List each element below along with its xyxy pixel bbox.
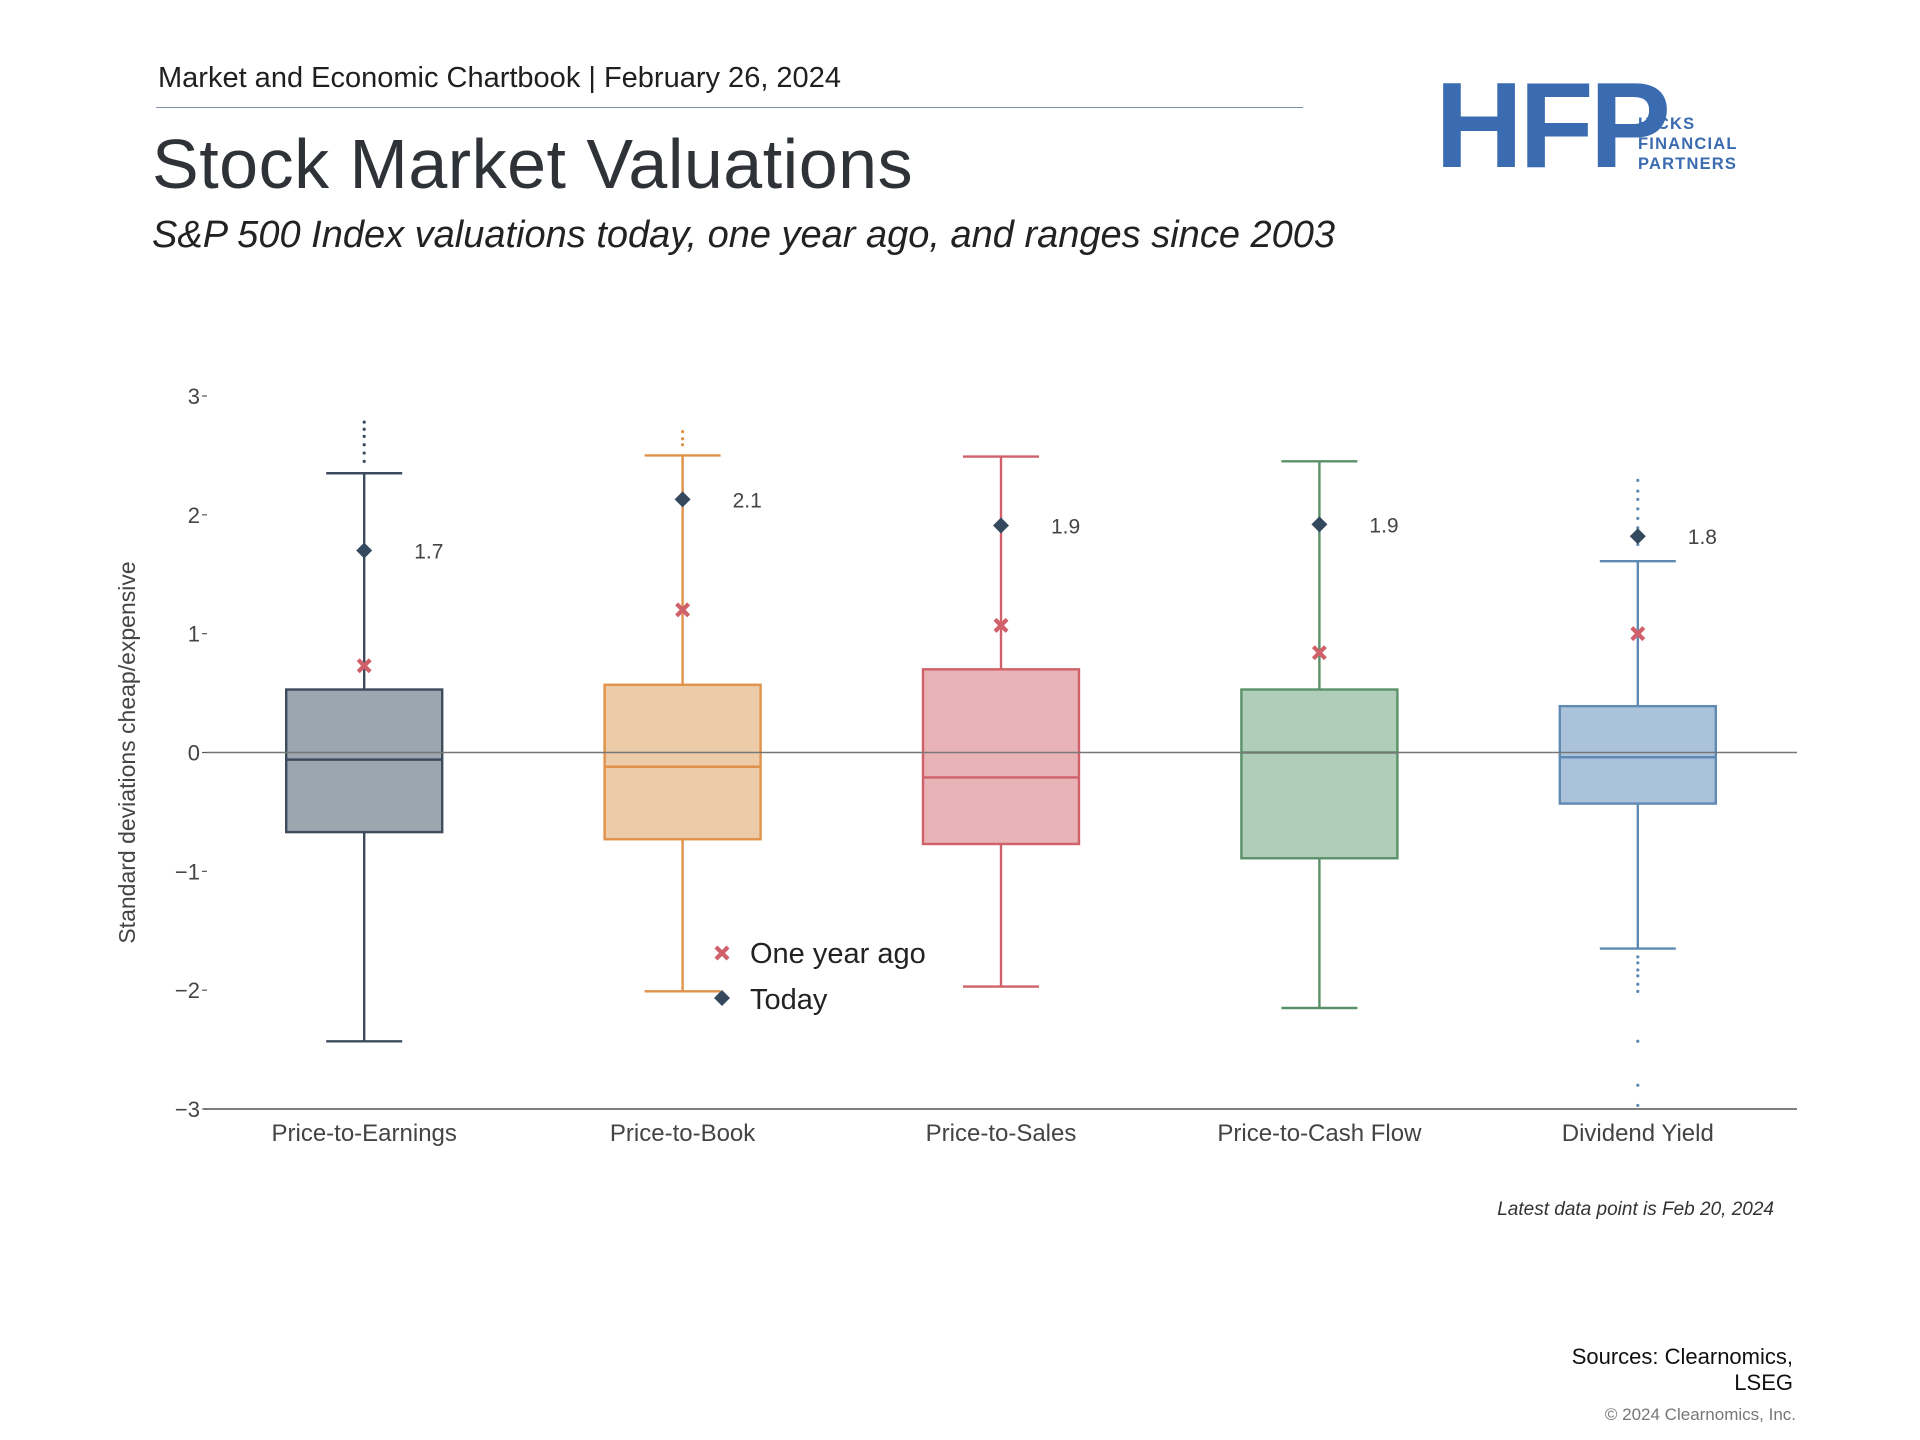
y-axis-title: Standard deviations cheap/expensive [114,561,140,943]
today-marker [993,517,1009,534]
copyright-note: © 2024 Clearnomics, Inc. [1604,1405,1796,1424]
logo-mark: HFP [1435,57,1671,193]
y-tick-label: −2 [175,978,200,1003]
outlier-point [1636,955,1640,959]
today-value-label: 1.9 [1051,516,1080,539]
outlier-point [1636,526,1640,530]
outlier-point [362,420,366,424]
y-tick-label: 3 [188,384,200,409]
outlier-point [1636,497,1640,501]
outlier-point [362,443,366,447]
one-year-ago-marker [993,617,1009,633]
x-category-label: Price-to-Earnings [271,1120,456,1147]
one-year-ago-marker [675,602,691,618]
outlier-point [362,434,366,439]
one-year-ago-marker [1311,645,1327,661]
y-tick-label: 0 [188,741,200,766]
y-tick-label: 2 [188,503,200,528]
logo-word-financial: FINANCIAL [1638,135,1738,153]
outlier-point [1636,489,1640,493]
x-category-label: Dividend Yield [1562,1120,1714,1147]
outlier-point [362,427,366,431]
legend-today-marker [714,990,730,1006]
today-marker [356,542,373,559]
outlier-point [1636,516,1640,520]
header-divider [156,107,1303,108]
logo-word-partners: PARTNERS [1638,155,1738,173]
today-marker [1629,528,1646,545]
outlier-point [1636,542,1640,547]
chartbook-header: Market and Economic Chartbook | February… [158,62,841,94]
legend-one-year-ago-marker [714,945,730,961]
today-value-label: 1.7 [414,540,443,563]
outlier-point [362,459,366,463]
outlier-point [1636,1083,1640,1087]
sources-note: Sources: Clearnomics, LSEG [1571,1344,1793,1395]
latest-data-footnote: Latest data point is Feb 20, 2024 [1497,1199,1774,1220]
x-category-label: Price-to-Cash Flow [1217,1120,1422,1147]
outlier-point [681,430,685,434]
outlier-point [362,451,366,455]
logo-word-hicks: HICKS [1638,115,1696,133]
one-year-ago-marker [356,658,372,674]
outlier-point [1636,968,1640,972]
y-tick-label: −3 [175,1097,200,1122]
box-iqr [1240,688,1399,860]
x-category-label: Price-to-Sales [926,1120,1077,1147]
outlier-point [1636,974,1640,978]
outlier-point [1636,507,1640,511]
outlier-point [1636,989,1640,993]
outlier-point [1636,1039,1640,1043]
legend-today-label: Today [750,984,828,1016]
box-iqr [1558,704,1718,805]
outlier-point [681,443,685,447]
today-marker [674,491,691,508]
x-category-label: Price-to-Book [610,1120,756,1147]
one-year-ago-marker [1630,626,1646,642]
box-iqr [921,668,1081,846]
legend-one-year-ago-label: One year ago [750,938,926,970]
y-tick-label: 1 [188,622,200,647]
logo-wordmark: HICKS FINANCIAL PARTNERS [1638,114,1738,174]
outlier-point [1636,1103,1640,1108]
outlier-point [1636,982,1640,986]
page-title: Stock Market Valuations [152,125,914,203]
y-tick-label: −1 [175,859,200,884]
today-value-label: 1.8 [1688,526,1717,549]
outlier-point [1636,961,1640,965]
today-marker [1311,516,1328,533]
box-iqr [603,683,762,841]
today-value-label: 1.9 [1369,514,1398,537]
page-subtitle: S&P 500 Index valuations today, one year… [152,214,1336,256]
today-value-label: 2.1 [733,489,762,512]
hfp-logo: HFP HICKS FINANCIAL PARTNERS [1435,57,1737,193]
outlier-point [681,437,685,441]
outlier-point [1636,478,1640,482]
